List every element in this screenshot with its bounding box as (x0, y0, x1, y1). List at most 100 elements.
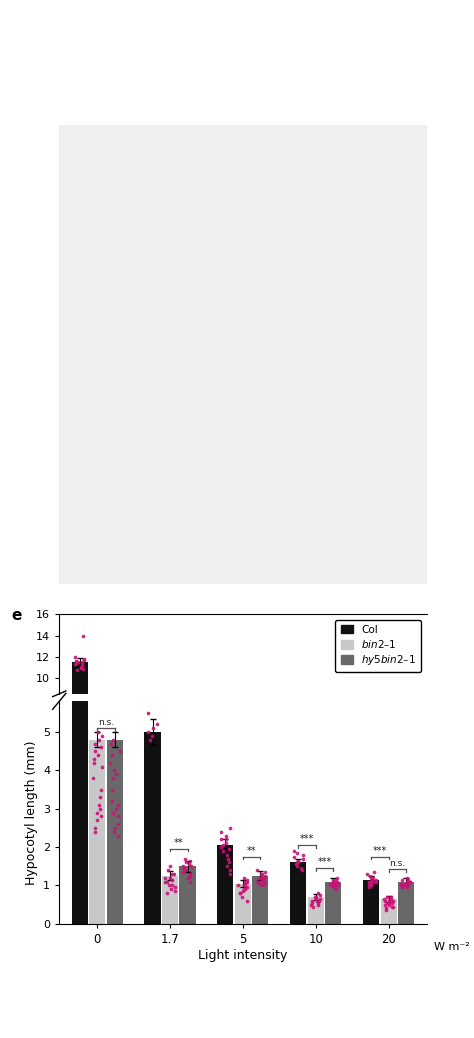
Point (311, 889, 319, 905)
Point (153, 696, 160, 713)
Point (298, 862, 306, 878)
Point (390, 898, 397, 914)
Point (257, 762, 265, 778)
Point (73, 653, 80, 670)
Point (171, 765, 179, 782)
Point (110, 823, 118, 840)
Bar (162, 770, 178, 784)
Point (146, 712, 154, 729)
Point (91, 731, 98, 747)
Point (161, 870, 169, 886)
Point (365, 875, 373, 892)
Point (298, 859, 305, 876)
Point (186, 762, 194, 778)
Point (187, 866, 194, 882)
Point (244, 872, 251, 889)
Point (309, 769, 316, 786)
Point (182, 854, 190, 871)
Point (293, 759, 301, 775)
Point (226, 862, 234, 878)
Point (402, 875, 410, 892)
Point (244, 765, 251, 782)
Point (225, 841, 232, 857)
Point (97, 746, 105, 763)
Bar (218, 845, 234, 924)
Point (74, 474, 82, 491)
Point (148, 728, 156, 744)
Point (262, 764, 269, 781)
Point (145, 617, 152, 633)
Point (94, 723, 101, 740)
Point (146, 685, 154, 702)
Point (329, 872, 337, 889)
Point (144, 690, 152, 707)
Point (309, 771, 317, 788)
Point (171, 766, 178, 783)
Point (390, 771, 397, 788)
Point (298, 761, 306, 777)
Point (290, 843, 298, 859)
Point (260, 875, 267, 892)
Point (93, 745, 101, 762)
Point (402, 764, 410, 781)
Point (162, 873, 169, 890)
Point (182, 761, 189, 777)
Point (241, 766, 248, 783)
Point (95, 725, 103, 741)
Point (401, 765, 408, 782)
Point (223, 846, 230, 863)
Bar (325, 881, 341, 924)
Point (107, 735, 114, 752)
Point (167, 760, 174, 776)
Point (312, 768, 320, 785)
Point (313, 893, 321, 909)
Point (244, 763, 251, 780)
Point (164, 764, 171, 781)
Point (329, 873, 337, 890)
Point (316, 886, 324, 903)
Point (226, 866, 234, 882)
Point (152, 678, 159, 694)
Point (80, 501, 87, 518)
Bar (398, 772, 414, 784)
Point (258, 763, 266, 780)
Bar (107, 740, 123, 924)
Point (383, 768, 391, 785)
Point (316, 769, 323, 786)
Point (107, 731, 114, 747)
Point (166, 763, 173, 780)
Point (241, 875, 248, 892)
Point (185, 759, 193, 775)
Point (109, 804, 117, 821)
Point (380, 769, 388, 786)
Point (404, 764, 412, 781)
Point (96, 740, 104, 757)
Text: ***: *** (373, 846, 387, 855)
Point (403, 879, 411, 896)
Point (169, 866, 176, 882)
Point (333, 763, 341, 780)
Point (145, 723, 152, 740)
Point (314, 767, 322, 784)
Point (334, 765, 342, 782)
Point (334, 764, 342, 781)
Point (255, 873, 262, 890)
Point (367, 763, 375, 780)
Point (308, 770, 315, 787)
Point (240, 766, 247, 783)
Point (72, 656, 79, 673)
Point (293, 760, 301, 776)
Point (382, 900, 389, 917)
Text: ***: *** (318, 857, 332, 867)
Point (109, 746, 116, 763)
Point (398, 765, 405, 782)
Point (114, 809, 122, 825)
Point (256, 764, 264, 781)
Bar (381, 899, 397, 924)
Bar (363, 880, 379, 924)
Point (149, 720, 156, 737)
Point (262, 873, 269, 890)
Point (403, 870, 410, 886)
Point (403, 764, 411, 781)
Point (225, 850, 232, 867)
